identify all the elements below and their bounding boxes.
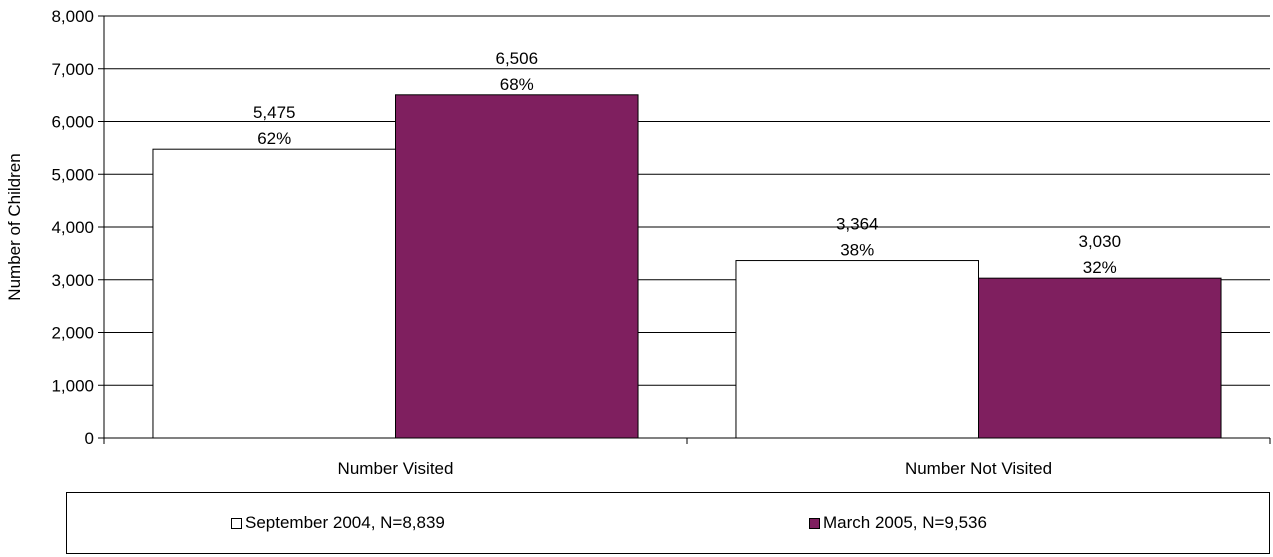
data-labels: 5,475 62% 6,506 68% 3,364 38% 3,030 32% bbox=[253, 49, 1121, 277]
bar bbox=[395, 94, 639, 439]
legend-label-september-2004: September 2004, N=8,839 bbox=[245, 513, 445, 532]
data-label-percent: 32% bbox=[1083, 258, 1117, 277]
y-tick-label: 8,000 bbox=[51, 7, 94, 26]
bar bbox=[735, 260, 979, 439]
data-label-percent: 68% bbox=[500, 75, 534, 94]
y-axis-title: Number of Children bbox=[5, 153, 24, 300]
y-tick-label: 3,000 bbox=[51, 271, 94, 290]
y-tick-label: 2,000 bbox=[51, 324, 94, 343]
bar bbox=[152, 148, 396, 439]
legend-swatch-march-2005 bbox=[809, 517, 820, 529]
y-tick-label: 6,000 bbox=[51, 113, 94, 132]
bars bbox=[152, 94, 1222, 439]
data-label-value: 5,475 bbox=[253, 103, 296, 122]
data-label-value: 3,364 bbox=[836, 215, 879, 234]
legend-swatch-september-2004 bbox=[231, 517, 242, 529]
x-category-label: Number Not Visited bbox=[905, 459, 1052, 478]
bar-chart: 0 1,000 2,000 3,000 4,000 5,000 6,000 7,000 8,00… bbox=[5, 7, 1271, 478]
legend-label-march-2005: March 2005, N=9,536 bbox=[823, 513, 987, 532]
x-category-label: Number Visited bbox=[338, 459, 454, 478]
y-tick-label: 0 bbox=[85, 429, 94, 448]
data-label-value: 3,030 bbox=[1078, 232, 1121, 251]
y-tick-label: 1,000 bbox=[51, 376, 94, 395]
y-tick-label: 7,000 bbox=[51, 60, 94, 79]
bar bbox=[978, 277, 1222, 439]
y-tick-label: 4,000 bbox=[51, 218, 94, 237]
legend-item-september-2004: September 2004, N=8,839 bbox=[231, 513, 445, 533]
data-label-value: 6,506 bbox=[495, 49, 538, 68]
data-label-percent: 38% bbox=[840, 241, 874, 260]
axes: 0 1,000 2,000 3,000 4,000 5,000 6,000 7,000 8,00… bbox=[51, 7, 1271, 478]
data-label-percent: 62% bbox=[257, 129, 291, 148]
legend-item-march-2005: March 2005, N=9,536 bbox=[809, 513, 987, 533]
legend: September 2004, N=8,839 March 2005, N=9,… bbox=[66, 492, 1270, 554]
y-tick-label: 5,000 bbox=[51, 165, 94, 184]
